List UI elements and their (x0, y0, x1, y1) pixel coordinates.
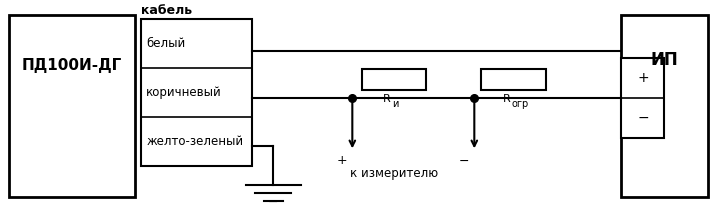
Text: −: − (458, 154, 469, 168)
Text: коричневый: коричневый (147, 86, 222, 99)
Bar (621, 15, 707, 197)
Text: к измерителю: к измерителю (350, 168, 438, 180)
Bar (141, 19, 252, 166)
Text: ПД100И-ДГ: ПД100И-ДГ (22, 58, 122, 73)
Text: −: − (637, 111, 649, 125)
Bar (621, 58, 664, 138)
Text: R: R (383, 94, 390, 104)
Text: ИП: ИП (651, 51, 678, 69)
Text: кабель: кабель (141, 4, 192, 17)
Text: +: + (336, 154, 347, 168)
Text: и: и (392, 99, 398, 109)
Text: R: R (503, 94, 510, 104)
Text: −: − (268, 196, 279, 208)
Text: огр: огр (512, 99, 529, 109)
Bar (482, 69, 546, 90)
Text: белый: белый (147, 37, 186, 50)
Bar (362, 69, 426, 90)
Text: желто-зеленый: желто-зеленый (147, 135, 244, 148)
Bar (9, 15, 135, 197)
Text: +: + (637, 71, 649, 85)
